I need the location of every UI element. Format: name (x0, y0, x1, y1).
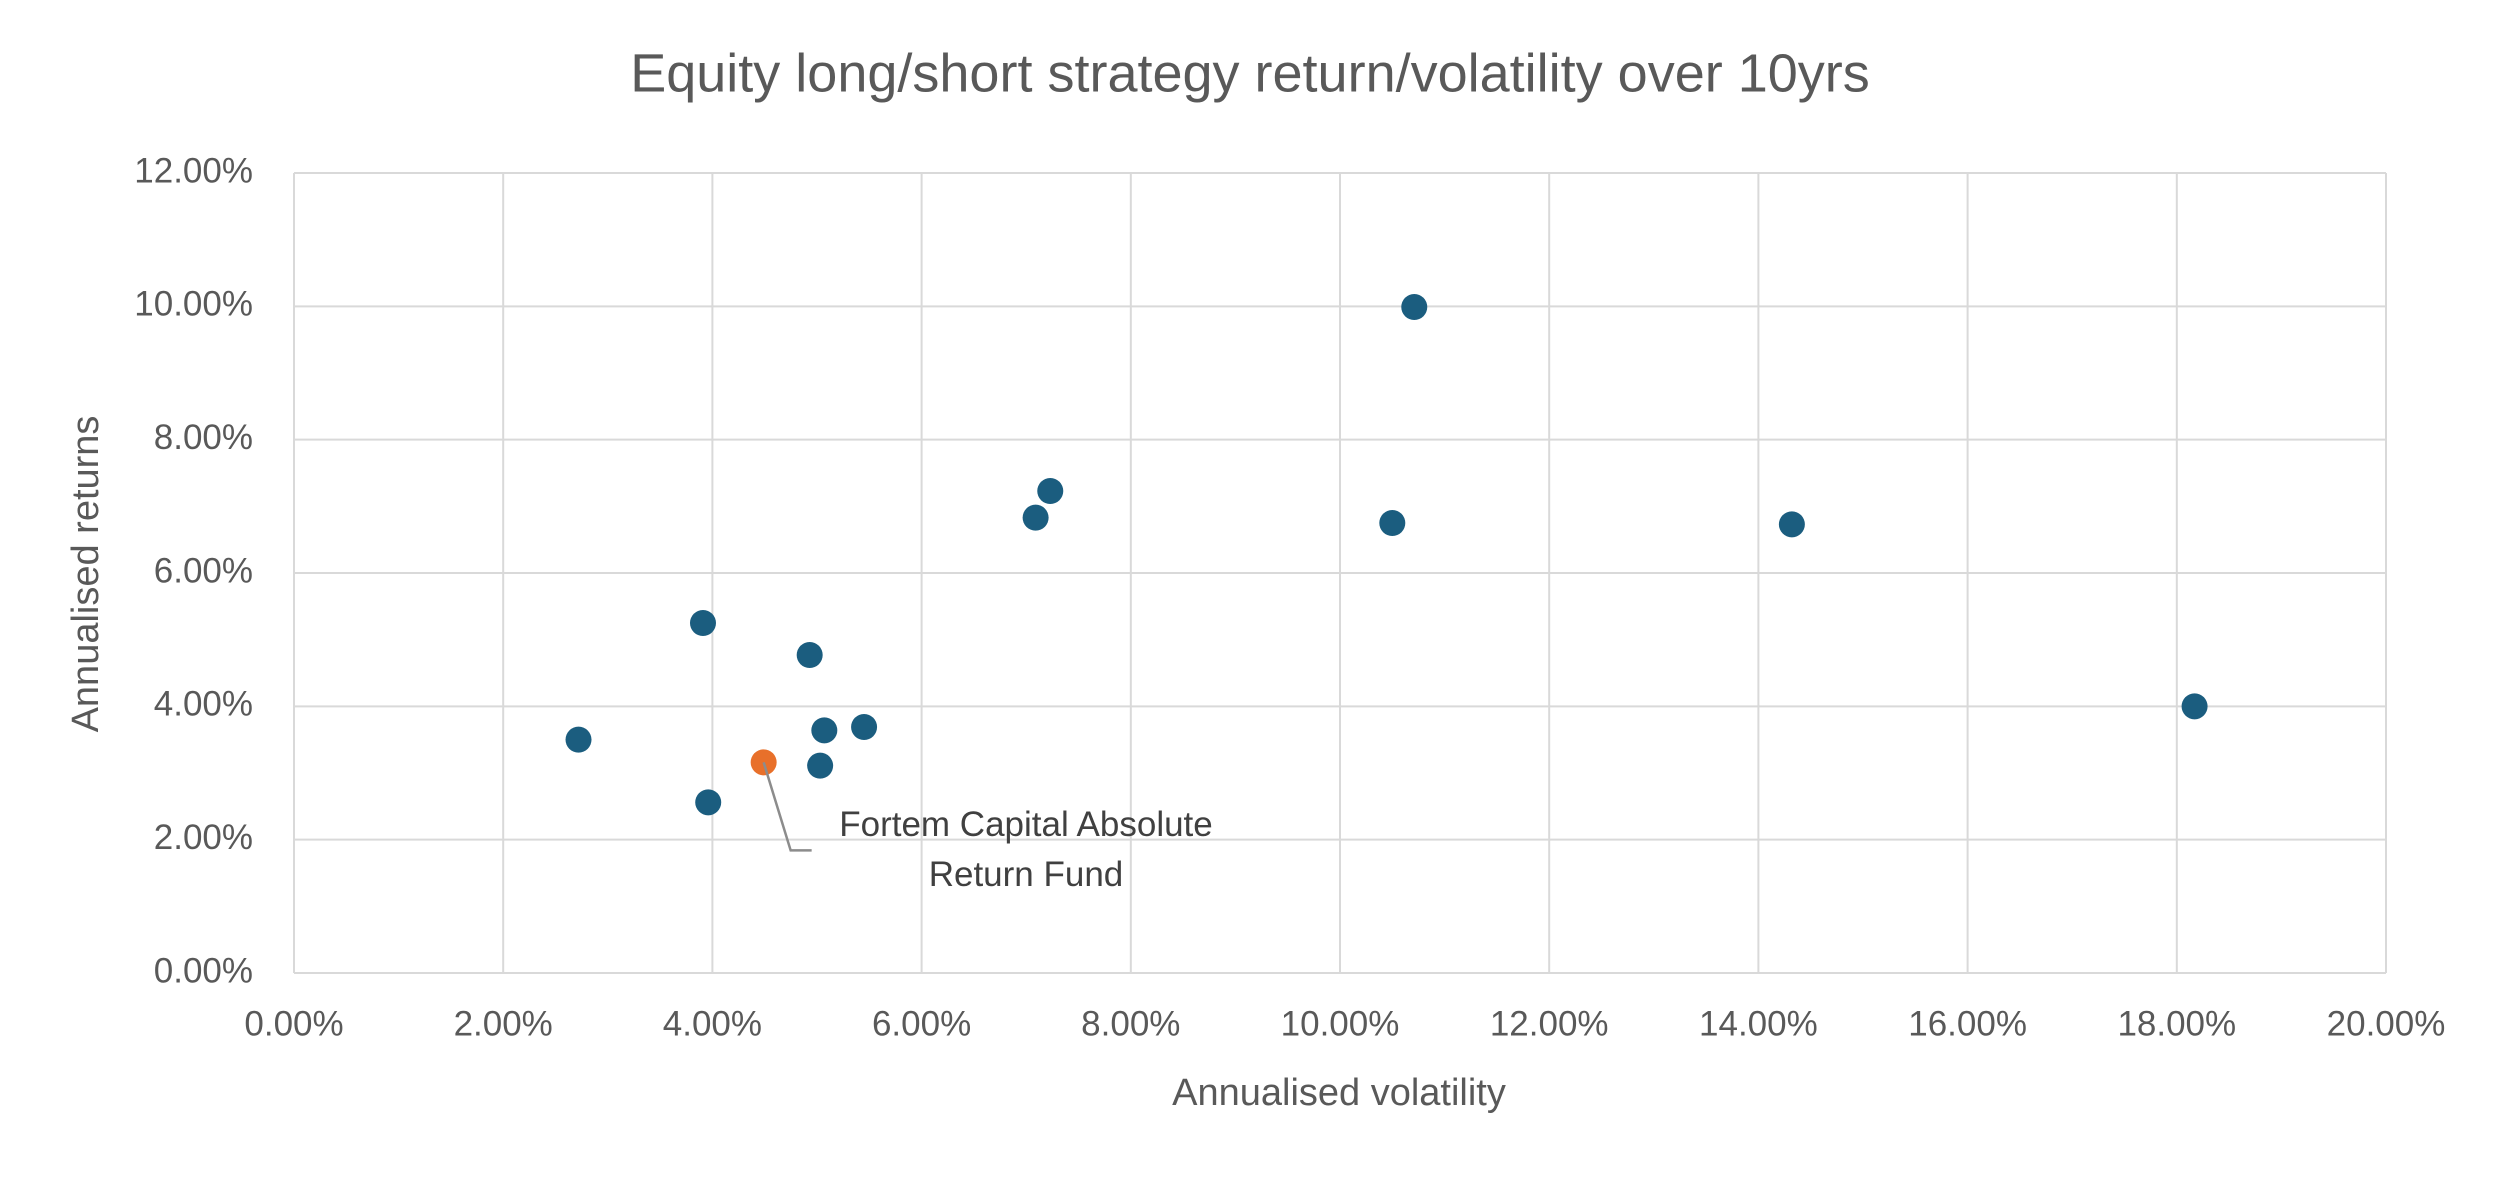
leader-line (762, 761, 812, 852)
y-tick-label: 0.00% (154, 951, 253, 990)
point (565, 726, 592, 753)
point (1037, 478, 1064, 504)
point (1401, 294, 1428, 320)
point (1379, 510, 1406, 536)
chart-title: Equity long/short strategy return/volati… (630, 43, 1870, 103)
x-tick-label: 20.00% (2327, 1004, 2446, 1043)
y-tick-label: 10.00% (134, 285, 253, 324)
y-tick-label: 4.00% (154, 685, 253, 724)
x-axis-title: Annualised volatility (1172, 1072, 1506, 1114)
point (807, 752, 834, 779)
y-axis-title: Annualised returns (65, 416, 107, 733)
x-tick-label: 10.00% (1281, 1004, 1400, 1043)
x-tick-label: 4.00% (663, 1004, 762, 1043)
x-tick-label: 18.00% (2117, 1004, 2236, 1043)
y-tick-label: 6.00% (154, 551, 253, 590)
x-tick-label: 8.00% (1081, 1004, 1180, 1043)
point (2181, 693, 2208, 720)
point (851, 714, 878, 740)
point (796, 642, 823, 668)
x-tick-label: 14.00% (1699, 1004, 1818, 1043)
y-tick-label: 12.00% (134, 151, 253, 190)
x-tick-label: 16.00% (1908, 1004, 2027, 1043)
point (811, 717, 838, 744)
x-tick-label: 6.00% (872, 1004, 971, 1043)
x-tick-label: 2.00% (454, 1004, 553, 1043)
point (695, 789, 722, 816)
point (689, 610, 716, 636)
y-tick-label: 2.00% (154, 818, 253, 857)
x-tick-label: 0.00% (244, 1004, 343, 1043)
x-tick-label: 12.00% (1490, 1004, 1609, 1043)
annotation-text: Fortem Capital Absolute Return Fund (839, 805, 1213, 894)
point (1022, 504, 1049, 531)
point (1778, 511, 1805, 538)
annotation: Fortem Capital Absolute Return Fund (839, 805, 1213, 894)
y-tick-label: 8.00% (154, 418, 253, 457)
